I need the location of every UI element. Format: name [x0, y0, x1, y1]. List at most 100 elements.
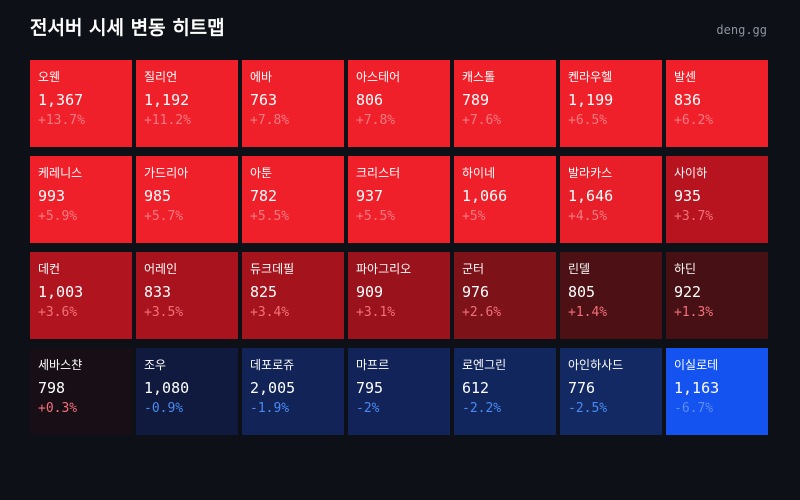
server-price: 789 [462, 91, 490, 109]
server-price: 909 [356, 283, 384, 301]
server-name: 질리언 [144, 70, 178, 84]
server-name: 사이하 [674, 166, 708, 180]
server-name: 아스테어 [356, 70, 401, 84]
price-change: +5.5% [356, 209, 396, 224]
price-change: +2.6% [462, 305, 502, 320]
server-price: 993 [38, 187, 66, 205]
heatmap-cell[interactable]: 발라카스 1,646 +4.5% [560, 156, 662, 243]
server-name: 오웬 [38, 70, 61, 84]
heatmap-cell[interactable]: 아인하사드 776 -2.5% [560, 348, 662, 435]
server-name: 캐스톨 [462, 70, 496, 84]
price-change: +0.3% [38, 401, 78, 416]
price-change: -2% [356, 401, 380, 416]
heatmap-cell[interactable]: 아스테어 806 +7.8% [348, 60, 450, 147]
heatmap-cell[interactable]: 질리언 1,192 +11.2% [136, 60, 238, 147]
server-price: 1,192 [144, 91, 190, 109]
heatmap-cell[interactable]: 가드리아 985 +5.7% [136, 156, 238, 243]
heatmap-cell[interactable]: 파아그리오 909 +3.1% [348, 252, 450, 339]
server-price: 798 [38, 379, 66, 397]
heatmap-cell[interactable]: 에바 763 +7.8% [242, 60, 344, 147]
server-price: 763 [250, 91, 278, 109]
heatmap-cell[interactable]: 크리스터 937 +5.5% [348, 156, 450, 243]
page-title: 전서버 시세 변동 히트맵 [30, 17, 225, 39]
server-price: 836 [674, 91, 702, 109]
price-change: +3.6% [38, 305, 78, 320]
server-price: 937 [356, 187, 384, 205]
server-price: 1,367 [38, 91, 84, 109]
price-change: -2.2% [462, 401, 502, 416]
server-price: 782 [250, 187, 278, 205]
server-price: 612 [462, 379, 490, 397]
server-name: 발라카스 [568, 166, 613, 180]
heatmap-cell[interactable]: 군터 976 +2.6% [454, 252, 556, 339]
price-change: -6.7% [674, 401, 714, 416]
server-name: 데컨 [38, 262, 61, 276]
price-change: -2.5% [568, 401, 608, 416]
price-change: +5.5% [250, 209, 290, 224]
server-price: 795 [356, 379, 384, 397]
price-change: +3.5% [144, 305, 184, 320]
heatmap-cell[interactable]: 하이네 1,066 +5% [454, 156, 556, 243]
heatmap-cell[interactable]: 마프르 795 -2% [348, 348, 450, 435]
site-link[interactable]: deng.gg [716, 23, 767, 37]
server-price: 1,066 [462, 187, 508, 205]
server-name: 아인하사드 [568, 358, 624, 372]
heatmap-cell[interactable]: 어레인 833 +3.5% [136, 252, 238, 339]
heatmap-cell[interactable]: 발센 836 +6.2% [666, 60, 768, 147]
server-price: 2,005 [250, 379, 296, 397]
price-change: +3.4% [250, 305, 290, 320]
server-price: 806 [356, 91, 384, 109]
server-price: 1,646 [568, 187, 614, 205]
server-name: 하딘 [674, 262, 697, 276]
server-name: 세바스챤 [38, 358, 83, 372]
price-change: +1.4% [568, 305, 608, 320]
price-change: +5% [462, 209, 486, 224]
heatmap-cell[interactable]: 켄라우헬 1,199 +6.5% [560, 60, 662, 147]
heatmap-cell[interactable]: 조우 1,080 -0.9% [136, 348, 238, 435]
server-price: 922 [674, 283, 702, 301]
heatmap-cell[interactable]: 케레니스 993 +5.9% [30, 156, 132, 243]
price-change: +6.2% [674, 113, 714, 128]
price-change: +6.5% [568, 113, 608, 128]
heatmap-cell[interactable]: 사이하 935 +3.7% [666, 156, 768, 243]
server-name: 린델 [568, 262, 591, 276]
server-name: 이실로테 [674, 358, 719, 372]
price-change: +7.8% [250, 113, 290, 128]
price-change: -0.9% [144, 401, 184, 416]
server-price: 976 [462, 283, 490, 301]
price-change: +11.2% [144, 113, 191, 128]
server-price: 1,199 [568, 91, 614, 109]
price-change: +5.7% [144, 209, 184, 224]
server-name: 발센 [674, 70, 697, 84]
heatmap-cell[interactable]: 린델 805 +1.4% [560, 252, 662, 339]
server-price: 833 [144, 283, 172, 301]
header: 전서버 시세 변동 히트맵 deng.gg [30, 14, 770, 46]
heatmap-cell[interactable]: 오웬 1,367 +13.7% [30, 60, 132, 147]
server-price: 805 [568, 283, 596, 301]
price-change: +5.9% [38, 209, 78, 224]
server-price: 935 [674, 187, 702, 205]
price-change: +1.3% [674, 305, 714, 320]
price-change: +7.8% [356, 113, 396, 128]
server-name: 아툰 [250, 166, 273, 180]
server-name: 케레니스 [38, 166, 83, 180]
server-name: 듀크데필 [250, 262, 295, 276]
heatmap-cell[interactable]: 캐스톨 789 +7.6% [454, 60, 556, 147]
server-name: 데포로쥬 [250, 358, 295, 372]
heatmap-cell[interactable]: 아툰 782 +5.5% [242, 156, 344, 243]
heatmap-cell[interactable]: 로엔그린 612 -2.2% [454, 348, 556, 435]
price-change: +13.7% [38, 113, 85, 128]
server-name: 조우 [144, 358, 167, 372]
heatmap-cell[interactable]: 이실로테 1,163 -6.7% [666, 348, 768, 435]
server-price: 1,163 [674, 379, 720, 397]
heatmap-cell[interactable]: 데포로쥬 2,005 -1.9% [242, 348, 344, 435]
heatmap-grid: 오웬 1,367 +13.7% 질리언 1,192 +11.2% 에바 763 +7.8% 아스테… [30, 60, 768, 435]
price-change: +7.6% [462, 113, 502, 128]
heatmap-cell[interactable]: 하딘 922 +1.3% [666, 252, 768, 339]
heatmap-cell[interactable]: 세바스챤 798 +0.3% [30, 348, 132, 435]
server-price: 985 [144, 187, 172, 205]
server-name: 군터 [462, 262, 485, 276]
heatmap-cell[interactable]: 듀크데필 825 +3.4% [242, 252, 344, 339]
server-price: 825 [250, 283, 278, 301]
heatmap-cell[interactable]: 데컨 1,003 +3.6% [30, 252, 132, 339]
